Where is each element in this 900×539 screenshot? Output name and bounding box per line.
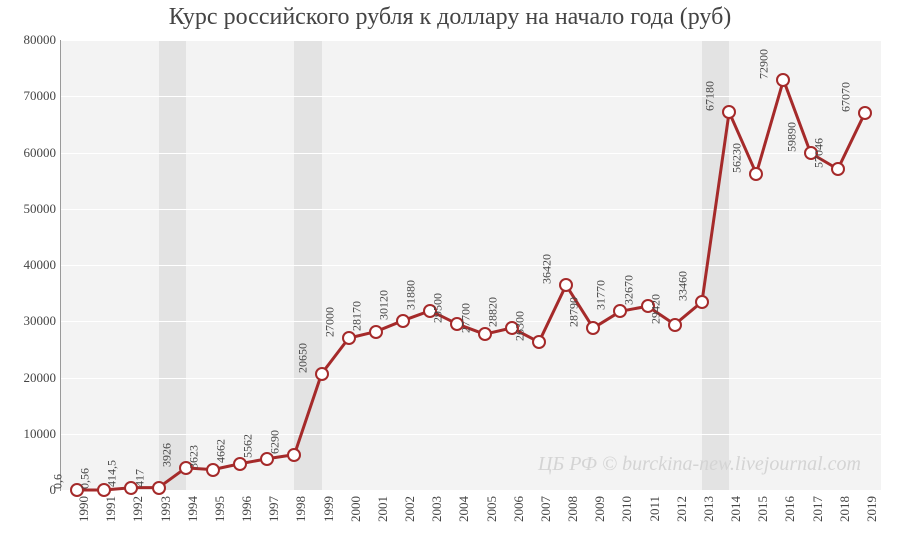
value-label: 33460: [675, 271, 690, 301]
value-label: 0,56: [78, 468, 93, 489]
x-tick-label: 2003: [429, 496, 445, 536]
x-tick-label: 2018: [837, 496, 853, 536]
x-tick-label: 2007: [538, 496, 554, 536]
x-tick-label: 1995: [212, 496, 228, 536]
value-label: 3623: [186, 445, 201, 469]
value-label: 6290: [268, 430, 283, 454]
x-tick-label: 1998: [293, 496, 309, 536]
x-tick-label: 2013: [701, 496, 717, 536]
value-label: 417: [132, 469, 147, 487]
x-tick-label: 2016: [782, 496, 798, 536]
x-tick-label: 2005: [484, 496, 500, 536]
x-tick-label: 2004: [456, 496, 472, 536]
x-tick-label: 1991: [103, 496, 119, 536]
value-label: 28170: [349, 301, 364, 331]
data-line: [61, 40, 881, 490]
y-tick-label: 60000: [6, 145, 56, 161]
value-label: 20650: [295, 343, 310, 373]
x-tick-label: 2019: [864, 496, 880, 536]
value-label: 67070: [839, 82, 854, 112]
value-label: 27700: [458, 303, 473, 333]
x-tick-label: 2017: [810, 496, 826, 536]
value-label: 28790: [567, 297, 582, 327]
data-point: [369, 325, 383, 339]
data-point: [315, 367, 329, 381]
y-tick-label: 10000: [6, 426, 56, 442]
y-tick-label: 50000: [6, 201, 56, 217]
x-tick-label: 2009: [592, 496, 608, 536]
data-point: [233, 457, 247, 471]
y-tick-label: 40000: [6, 257, 56, 273]
y-tick-label: 0: [6, 482, 56, 498]
value-label: 29420: [648, 294, 663, 324]
x-tick-label: 2000: [348, 496, 364, 536]
value-label: 29500: [431, 293, 446, 323]
value-label: 414,5: [105, 460, 120, 487]
data-point: [559, 278, 573, 292]
x-tick-label: 1993: [158, 496, 174, 536]
data-point: [858, 106, 872, 120]
value-label: 57046: [811, 138, 826, 168]
y-tick-label: 30000: [6, 313, 56, 329]
x-tick-label: 1999: [321, 496, 337, 536]
data-point: [478, 327, 492, 341]
data-point: [586, 321, 600, 335]
value-label: 32670: [621, 275, 636, 305]
data-point: [152, 481, 166, 495]
data-point: [776, 73, 790, 87]
value-label: 3926: [159, 443, 174, 467]
x-tick-label: 2010: [619, 496, 635, 536]
x-tick-label: 2006: [511, 496, 527, 536]
value-label: 28820: [485, 297, 500, 327]
data-point: [668, 318, 682, 332]
data-point: [396, 314, 410, 328]
data-point: [831, 162, 845, 176]
value-label: 59890: [784, 122, 799, 152]
gridline: [61, 490, 881, 491]
x-tick-label: 1997: [266, 496, 282, 536]
value-label: 4662: [214, 439, 229, 463]
data-point: [532, 335, 546, 349]
data-point: [695, 295, 709, 309]
x-tick-label: 1994: [185, 496, 201, 536]
value-label: 56230: [730, 143, 745, 173]
value-label: 36420: [540, 254, 555, 284]
value-label: 72900: [757, 49, 772, 79]
x-tick-label: 2014: [728, 496, 744, 536]
data-point: [749, 167, 763, 181]
y-tick-label: 20000: [6, 370, 56, 386]
y-tick-label: 80000: [6, 32, 56, 48]
x-tick-label: 1990: [76, 496, 92, 536]
value-label: 31770: [594, 280, 609, 310]
exchange-rate-chart: Курс российского рубля к доллару на нача…: [0, 0, 900, 539]
data-point: [287, 448, 301, 462]
x-tick-label: 2008: [565, 496, 581, 536]
value-label: 5562: [241, 434, 256, 458]
x-tick-label: 2012: [674, 496, 690, 536]
x-tick-label: 2001: [375, 496, 391, 536]
data-point: [722, 105, 736, 119]
plot-area: 0,60,56414,54173926362346625562629020650…: [60, 40, 881, 491]
x-tick-label: 2002: [402, 496, 418, 536]
chart-title: Курс российского рубля к доллару на нача…: [0, 4, 900, 31]
value-label: 27000: [322, 307, 337, 337]
data-point: [206, 463, 220, 477]
value-label: 67180: [703, 81, 718, 111]
value-label: 30120: [377, 290, 392, 320]
value-label: 26300: [512, 311, 527, 341]
data-point: [342, 331, 356, 345]
x-tick-label: 2011: [647, 496, 663, 536]
x-tick-label: 2015: [755, 496, 771, 536]
x-tick-label: 1992: [130, 496, 146, 536]
watermark: ЦБ РФ © burckina-new.livejournal.com: [538, 453, 861, 476]
value-label: 31880: [404, 280, 419, 310]
y-tick-label: 70000: [6, 88, 56, 104]
data-point: [613, 304, 627, 318]
x-tick-label: 1996: [239, 496, 255, 536]
